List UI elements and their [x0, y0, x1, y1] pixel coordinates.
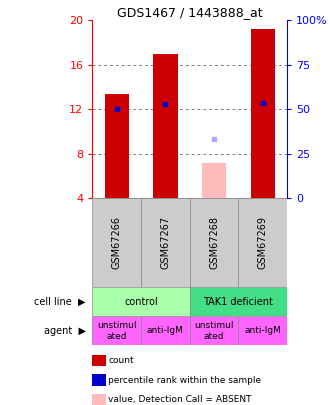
Bar	[105, 94, 129, 198]
Text: anti-IgM: anti-IgM	[244, 326, 281, 335]
Text: count: count	[108, 356, 134, 365]
Bar	[92, 198, 141, 288]
Bar	[141, 198, 190, 288]
Text: TAK1 deficient: TAK1 deficient	[204, 297, 273, 307]
Text: GSM67267: GSM67267	[160, 216, 170, 269]
Bar	[92, 288, 190, 316]
Text: value, Detection Call = ABSENT: value, Detection Call = ABSENT	[108, 395, 252, 404]
Text: GSM67268: GSM67268	[209, 216, 219, 269]
Text: unstimul
ated: unstimul ated	[97, 321, 137, 341]
Bar	[250, 29, 275, 198]
Bar	[190, 316, 238, 345]
Bar	[238, 316, 287, 345]
Bar	[190, 198, 238, 288]
Text: GSM67266: GSM67266	[112, 216, 122, 269]
Text: percentile rank within the sample: percentile rank within the sample	[108, 375, 261, 385]
Bar	[141, 316, 190, 345]
Title: GDS1467 / 1443888_at: GDS1467 / 1443888_at	[117, 6, 263, 19]
Bar	[153, 53, 178, 198]
Bar	[202, 163, 226, 198]
Text: control: control	[124, 297, 158, 307]
Text: GSM67269: GSM67269	[258, 216, 268, 269]
Text: anti-IgM: anti-IgM	[147, 326, 184, 335]
Text: unstimul
ated: unstimul ated	[194, 321, 234, 341]
Text: agent  ▶: agent ▶	[44, 326, 86, 336]
Bar	[92, 316, 141, 345]
Bar	[238, 198, 287, 288]
Bar	[190, 288, 287, 316]
Text: cell line  ▶: cell line ▶	[34, 297, 86, 307]
